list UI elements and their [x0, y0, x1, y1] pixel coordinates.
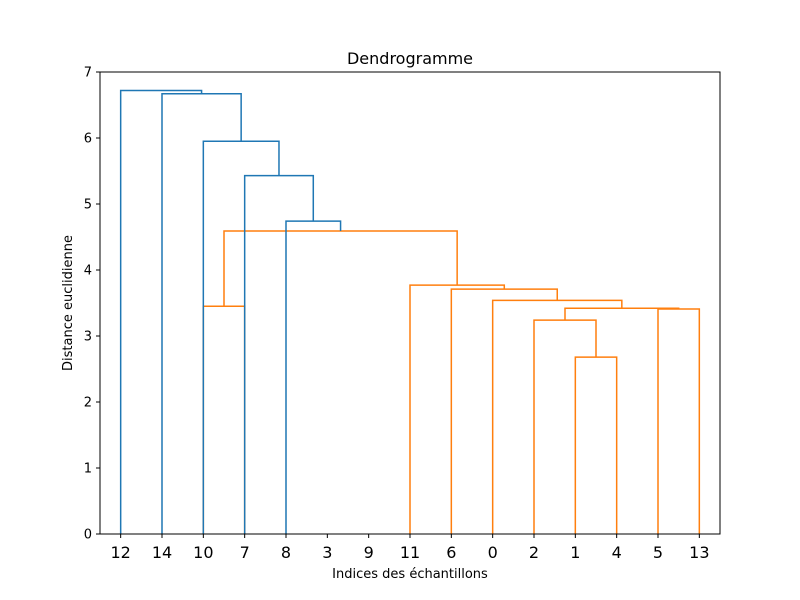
y-tick-label: 0 — [84, 528, 92, 543]
x-tick-label: 14 — [152, 543, 172, 562]
dendrogram-link — [202, 305, 246, 534]
dendrogram-link — [657, 308, 701, 534]
dendrogram-link — [161, 93, 242, 534]
dendrogram-link — [243, 174, 315, 534]
y-tick-label: 7 — [84, 66, 92, 81]
y-tick-label: 5 — [84, 198, 92, 213]
dendrogram-link — [574, 356, 618, 534]
x-tick-label: 2 — [529, 543, 539, 562]
x-tick-label: 10 — [193, 543, 213, 562]
y-tick-label: 4 — [84, 264, 92, 279]
x-tick-label: 6 — [446, 543, 456, 562]
x-tick-label: 12 — [110, 543, 130, 562]
x-tick-label: 1 — [570, 543, 580, 562]
dendrogram-link — [202, 140, 280, 534]
y-axis: 0 1 2 3 4 5 6 7 — [84, 66, 100, 543]
dendrogram-links — [119, 89, 701, 534]
x-axis: 12 14 10 7 8 3 9 11 6 0 2 1 4 5 13 — [110, 534, 710, 562]
y-tick-label: 2 — [84, 396, 92, 411]
y-tick-label: 3 — [84, 330, 92, 345]
x-tick-label: 3 — [322, 543, 332, 562]
dendrogram-link — [564, 307, 680, 321]
x-tick-label: 5 — [653, 543, 663, 562]
dendrogram-link — [223, 230, 458, 307]
x-tick-label: 4 — [612, 543, 622, 562]
y-tick-label: 6 — [84, 132, 92, 147]
x-axis-label: Indices des échantillons — [332, 567, 488, 582]
y-axis-label: Distance euclidienne — [61, 235, 76, 371]
x-tick-label: 9 — [364, 543, 374, 562]
chart-title: Dendrogramme — [347, 49, 473, 68]
x-tick-label: 11 — [400, 543, 420, 562]
dendrogram-link — [533, 319, 597, 534]
x-tick-label: 8 — [281, 543, 291, 562]
dendrogram-link — [285, 220, 342, 534]
dendrogram-link — [491, 299, 623, 534]
y-tick-label: 1 — [84, 462, 92, 477]
x-tick-label: 0 — [488, 543, 498, 562]
dendrogram-link — [409, 284, 506, 534]
dendrogram-link — [450, 288, 558, 534]
x-tick-label: 7 — [240, 543, 250, 562]
x-tick-label: 13 — [689, 543, 709, 562]
dendrogram-link — [119, 89, 203, 534]
